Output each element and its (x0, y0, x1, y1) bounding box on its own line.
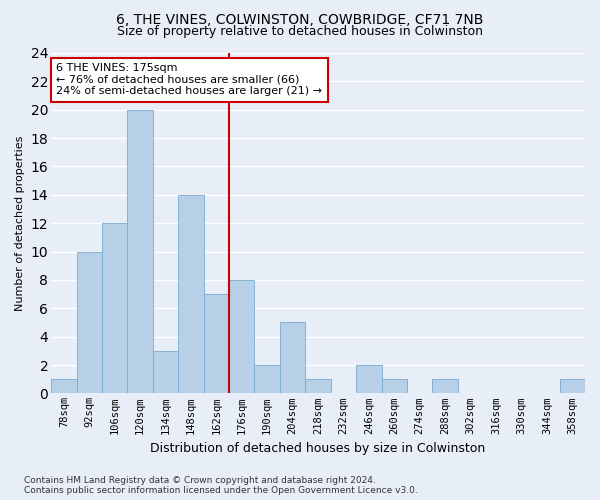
Bar (382, 379, 407, 394)
Text: 6 THE VINES: 175sqm
← 76% of detached houses are smaller (66)
24% of semi-detach: 6 THE VINES: 175sqm ← 76% of detached ho… (56, 63, 322, 96)
Bar (153, 351, 178, 394)
Bar (127, 110, 153, 394)
Text: Size of property relative to detached houses in Colwinston: Size of property relative to detached ho… (117, 25, 483, 38)
Bar (254, 365, 280, 394)
Bar (433, 379, 458, 394)
Text: Contains HM Land Registry data © Crown copyright and database right 2024.
Contai: Contains HM Land Registry data © Crown c… (24, 476, 418, 495)
Text: 6, THE VINES, COLWINSTON, COWBRIDGE, CF71 7NB: 6, THE VINES, COLWINSTON, COWBRIDGE, CF7… (116, 12, 484, 26)
X-axis label: Distribution of detached houses by size in Colwinston: Distribution of detached houses by size … (151, 442, 485, 455)
Bar (51, 379, 77, 394)
Bar (229, 280, 254, 394)
Bar (280, 322, 305, 394)
Bar (560, 379, 585, 394)
Bar (102, 223, 127, 394)
Y-axis label: Number of detached properties: Number of detached properties (15, 136, 25, 311)
Bar (77, 252, 102, 394)
Bar (356, 365, 382, 394)
Bar (203, 294, 229, 394)
Bar (178, 195, 203, 394)
Bar (305, 379, 331, 394)
